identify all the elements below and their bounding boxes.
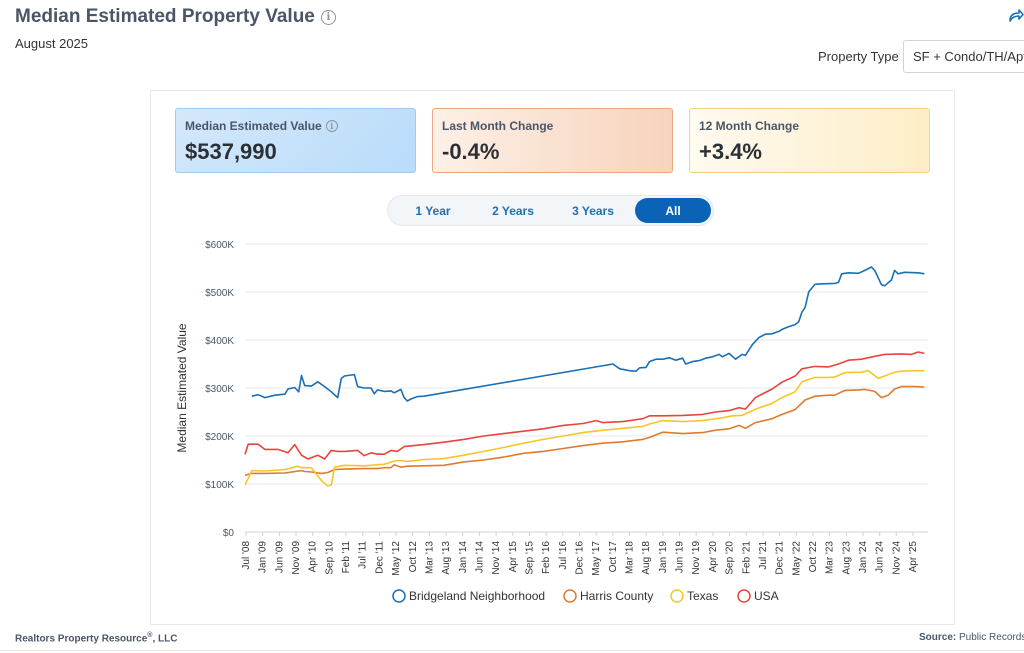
x-tick-label: Oct '17 <box>608 541 619 573</box>
footer-copyright: Realtors Property Resource®, LLC <box>15 632 178 645</box>
divider <box>0 650 1024 651</box>
x-tick-label: Sep '20 <box>725 541 736 575</box>
median-info-icon[interactable]: i <box>325 120 338 132</box>
x-tick-label: Feb '16 <box>541 541 552 574</box>
median-value: $537,990 <box>185 139 277 164</box>
x-tick-label: Aug '18 <box>641 541 652 575</box>
x-tick-label: Jul '11 <box>358 541 369 569</box>
property-type-select[interactable]: SF + Condo/TH/Apt <box>903 40 1024 73</box>
series-line-3 <box>244 351 925 460</box>
x-tick-label: Apr '25 <box>908 541 919 573</box>
x-tick-label: May '17 <box>591 541 602 576</box>
legend-label: Harris County <box>580 589 653 603</box>
x-tick-label: Jul '08 <box>241 541 252 570</box>
y-tick-label: $100K <box>205 480 234 491</box>
median-value-card: Median Estimated Value i $537,990 <box>175 108 416 173</box>
twelve-month-label: 12 Month Change <box>699 119 800 133</box>
y-tick-label: $0 <box>223 528 235 539</box>
range-all-button[interactable]: All <box>635 198 711 223</box>
legend-label: Texas <box>687 589 718 603</box>
x-tick-label: Jan '24 <box>858 541 869 573</box>
x-tick-label: Apr '10 <box>308 541 319 573</box>
legend-label: Bridgeland Neighborhood <box>409 589 545 603</box>
x-tick-label: Jun '14 <box>474 541 485 573</box>
y-tick-label: $500K <box>205 288 234 299</box>
last-month-value: -0.4% <box>442 139 500 164</box>
x-tick-label: Sep '15 <box>524 541 535 575</box>
legend-label: USA <box>754 589 779 603</box>
page-title: Median Estimated Property Value i <box>15 6 336 28</box>
x-tick-label: Jan '09 <box>258 541 269 573</box>
x-tick-label: Nov '09 <box>291 541 302 575</box>
x-tick-label: Dec '11 <box>374 541 385 574</box>
info-icon[interactable]: i <box>320 9 336 25</box>
footer-source: Source: Public Records <box>919 632 1024 643</box>
y-axis-label: Median Estimated Value <box>175 323 189 453</box>
legend-marker <box>563 589 577 603</box>
x-tick-label: Aug '23 <box>841 541 852 575</box>
x-tick-label: Jan '19 <box>658 541 669 573</box>
x-tick-label: Aug '13 <box>441 541 452 575</box>
x-tick-label: May '12 <box>391 541 402 576</box>
range-2-years-button[interactable]: 2 Years <box>492 203 534 218</box>
legend-marker <box>392 589 406 603</box>
legend-marker <box>670 589 684 603</box>
y-tick-label: $600K <box>205 240 234 251</box>
y-tick-label: $300K <box>205 384 234 395</box>
share-icon[interactable] <box>1006 8 1024 24</box>
x-tick-label: Nov '19 <box>691 541 702 575</box>
series-line-2 <box>244 369 925 487</box>
x-tick-label: Jun '09 <box>274 541 285 573</box>
x-tick-label: Jul '16 <box>558 541 569 570</box>
series-line-1 <box>244 385 925 477</box>
range-3-years-button[interactable]: 3 Years <box>572 203 614 218</box>
x-tick-label: Mar '23 <box>825 541 836 574</box>
x-tick-label: Oct '22 <box>808 541 819 573</box>
x-tick-label: Jul '21 <box>758 541 769 570</box>
x-tick-label: Feb '21 <box>741 541 752 574</box>
x-tick-label: Oct '12 <box>408 541 419 573</box>
x-tick-label: Mar '13 <box>424 541 435 574</box>
x-tick-label: Apr '20 <box>708 541 719 573</box>
y-tick-label: $400K <box>205 336 234 347</box>
last-month-card: Last Month Change -0.4% <box>432 108 673 173</box>
x-tick-label: Dec '21 <box>775 541 786 575</box>
x-tick-label: Jun '24 <box>875 541 886 573</box>
twelve-month-card: 12 Month Change +3.4% <box>689 108 930 173</box>
range-1-year-button[interactable]: 1 Year <box>415 203 451 218</box>
y-tick-label: $200K <box>205 432 234 443</box>
median-value-label: Median Estimated Value <box>185 119 322 133</box>
chart-panel: Median Estimated Value i $537,990 Last M… <box>150 90 955 625</box>
x-tick-label: May '22 <box>791 541 802 576</box>
time-range-selector: 1 Year 2 Years 3 Years All <box>387 195 714 226</box>
series-line-0 <box>251 266 925 402</box>
last-month-label: Last Month Change <box>442 119 554 133</box>
x-tick-label: Dec '16 <box>575 541 586 575</box>
page-title-text: Median Estimated Property Value <box>15 6 315 27</box>
report-date: August 2025 <box>15 36 89 51</box>
x-tick-label: Sep '10 <box>324 541 335 575</box>
twelve-month-value: +3.4% <box>699 139 762 164</box>
line-chart: $0 $100K $200K $300K $400K $500K $600K Median E… <box>175 240 928 603</box>
x-tick-label: Nov '14 <box>491 541 502 575</box>
x-tick-label: Feb '11 <box>341 541 352 574</box>
x-tick-label: Nov '24 <box>891 541 902 575</box>
x-tick-label: Apr '15 <box>508 541 519 573</box>
x-tick-label: Jun '19 <box>675 541 686 573</box>
x-tick-label: Jan '14 <box>458 541 469 573</box>
x-tick-label: Mar '18 <box>625 541 636 574</box>
property-type-label: Property Type <box>818 49 899 64</box>
legend-marker <box>737 589 751 603</box>
